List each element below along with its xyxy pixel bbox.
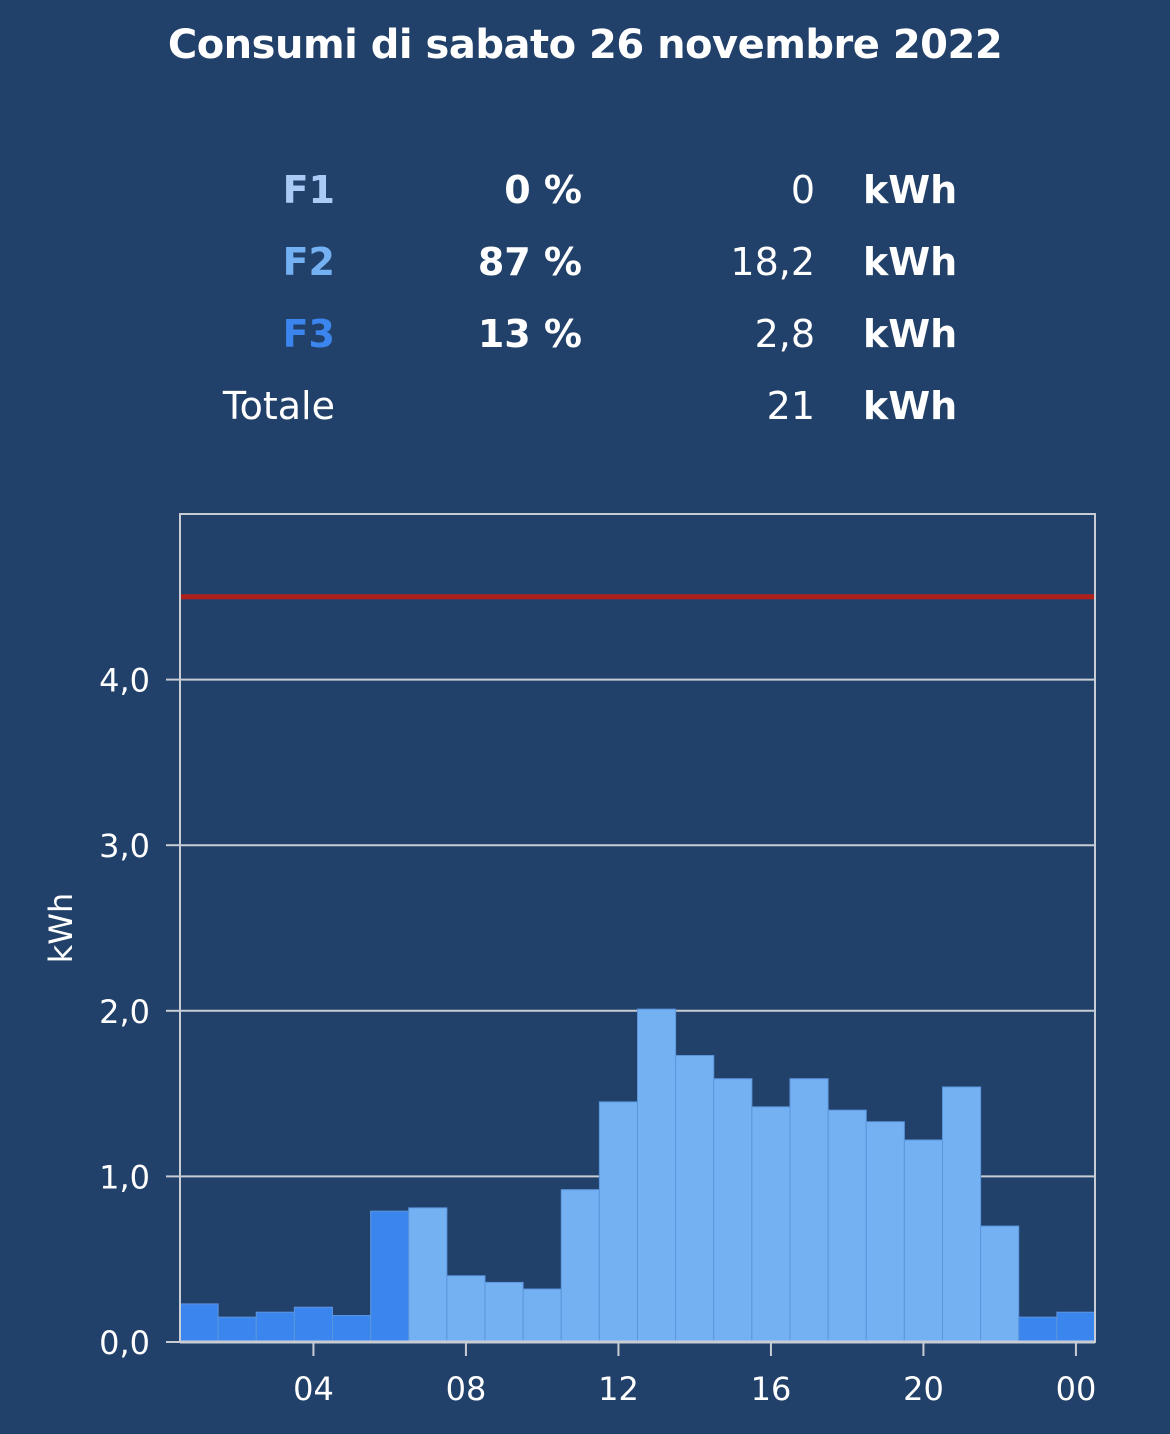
summary-row-f3: F3 13 % 2,8 kWh bbox=[0, 304, 1170, 364]
y-tick-label: 4,0 bbox=[99, 662, 150, 700]
bar-hour-11 bbox=[560, 1189, 600, 1343]
band-unit-f3: kWh bbox=[863, 312, 958, 356]
bar-hour-8 bbox=[446, 1275, 486, 1343]
y-axis-label: kWh bbox=[42, 893, 80, 963]
x-tick-label: 00 bbox=[1056, 1370, 1097, 1408]
bar-hour-13 bbox=[637, 1008, 677, 1343]
band-percent-f3: 13 % bbox=[477, 312, 582, 356]
band-unit-f1: kWh bbox=[863, 168, 958, 212]
bar-hour-21 bbox=[942, 1086, 982, 1343]
band-label-f2: F2 bbox=[282, 240, 335, 284]
x-tick-label: 16 bbox=[751, 1370, 792, 1408]
bar-hour-12 bbox=[598, 1101, 638, 1343]
bar-hour-20 bbox=[903, 1139, 943, 1343]
band-value-f2: 18,2 bbox=[730, 240, 815, 284]
y-tick-label: 2,0 bbox=[99, 993, 150, 1031]
bar-hour-1 bbox=[179, 1303, 219, 1343]
bars bbox=[179, 1008, 1096, 1343]
hourly-consumption-chart: 0,0 1,0 2,0 3,0 4,0 04 08 12 16 20 00 kWh bbox=[42, 513, 1097, 1408]
axes: 0,0 1,0 2,0 3,0 4,0 04 08 12 16 20 00 bbox=[99, 513, 1097, 1408]
bar-hour-10 bbox=[522, 1288, 562, 1343]
total-label: Totale bbox=[222, 384, 335, 428]
x-tick-label: 20 bbox=[903, 1370, 944, 1408]
bar-hour-5 bbox=[332, 1315, 372, 1343]
band-label-f3: F3 bbox=[282, 312, 335, 356]
band-percent-f2: 87 % bbox=[477, 240, 582, 284]
x-tick-label: 12 bbox=[598, 1370, 639, 1408]
summary-row-f1: F1 0 % 0 kWh bbox=[0, 160, 1170, 220]
bar-hour-16 bbox=[751, 1106, 791, 1343]
chart-title: Consumi di sabato 26 novembre 2022 bbox=[167, 22, 1003, 68]
summary-row-f2: F2 87 % 18,2 kWh bbox=[0, 232, 1170, 292]
bar-hour-3 bbox=[255, 1311, 295, 1343]
total-unit: kWh bbox=[863, 384, 958, 428]
bar-hour-6 bbox=[370, 1210, 410, 1343]
bar-hour-15 bbox=[713, 1078, 753, 1343]
band-value-f1: 0 bbox=[790, 168, 815, 212]
band-percent-f1: 0 % bbox=[504, 168, 582, 212]
band-value-f3: 2,8 bbox=[754, 312, 815, 356]
x-tick-label: 08 bbox=[446, 1370, 487, 1408]
bar-hour-19 bbox=[865, 1121, 905, 1343]
bar-hour-4 bbox=[293, 1306, 333, 1343]
bar-hour-17 bbox=[789, 1078, 829, 1343]
summary-row-total: Totale 21 kWh bbox=[0, 376, 1170, 436]
y-tick-label: 3,0 bbox=[99, 827, 150, 865]
bar-hour-24 bbox=[1056, 1311, 1096, 1343]
bar-hour-22 bbox=[980, 1225, 1020, 1343]
band-label-f1: F1 bbox=[282, 168, 335, 212]
bar-hour-23 bbox=[1018, 1316, 1058, 1343]
bar-hour-9 bbox=[484, 1281, 524, 1343]
bar-hour-2 bbox=[217, 1316, 257, 1343]
bar-hour-18 bbox=[827, 1109, 867, 1343]
y-tick-label: 0,0 bbox=[99, 1324, 150, 1362]
bar-hour-14 bbox=[675, 1055, 715, 1343]
bar-hour-7 bbox=[408, 1207, 448, 1343]
y-tick-label: 1,0 bbox=[99, 1158, 150, 1196]
x-tick-label: 04 bbox=[293, 1370, 334, 1408]
band-unit-f2: kWh bbox=[863, 240, 958, 284]
total-value: 21 bbox=[766, 384, 815, 428]
